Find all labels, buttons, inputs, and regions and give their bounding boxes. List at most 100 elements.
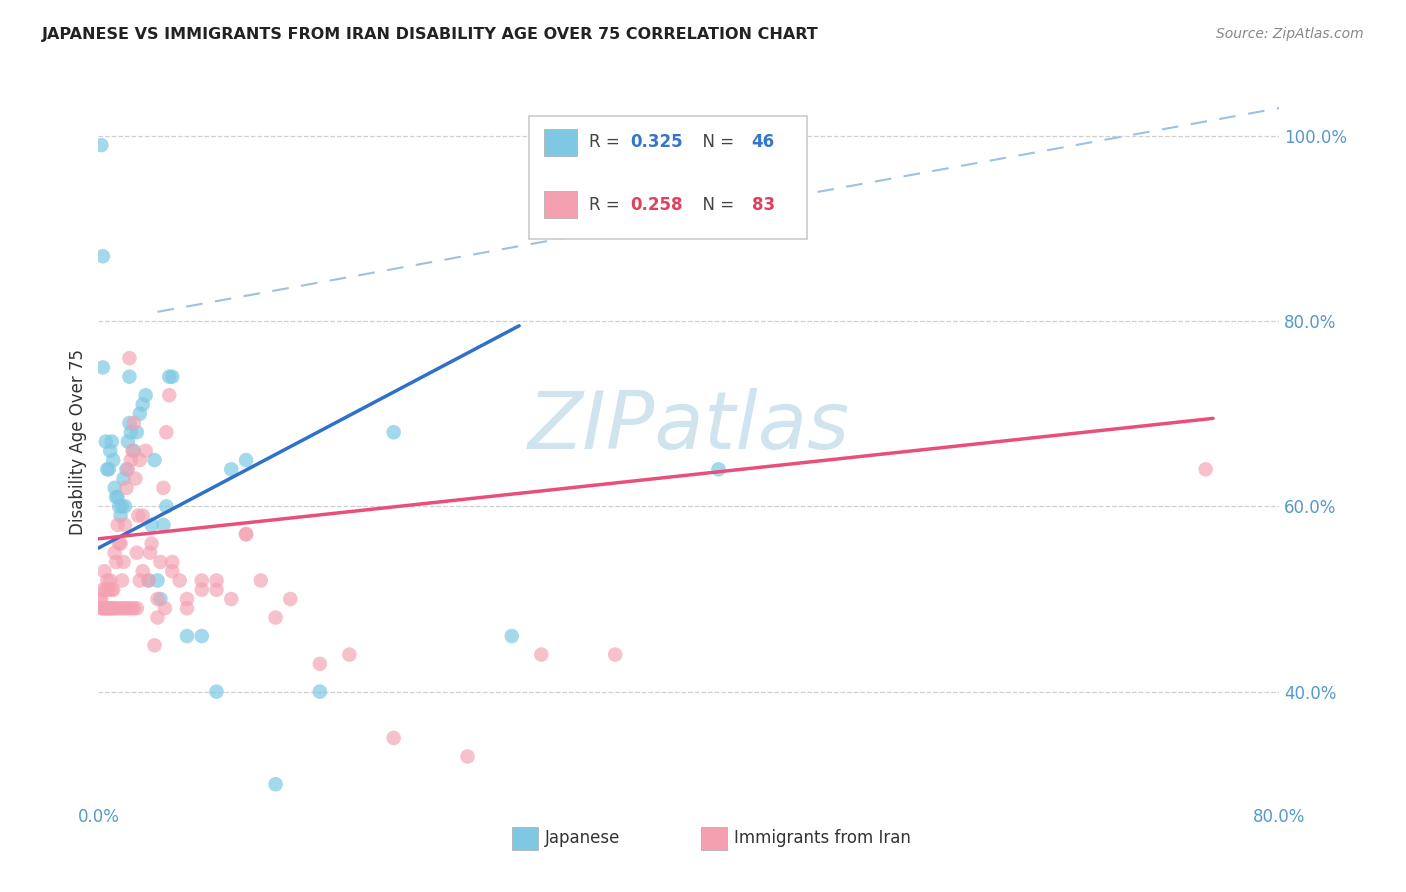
Point xyxy=(157,388,180,402)
Point xyxy=(115,462,138,476)
Point xyxy=(235,527,257,541)
Point xyxy=(132,397,155,411)
Point xyxy=(91,582,114,597)
Point xyxy=(1195,462,1218,476)
Text: 83: 83 xyxy=(752,195,775,213)
Point xyxy=(100,601,122,615)
Point xyxy=(91,249,114,263)
Point xyxy=(121,443,143,458)
Point xyxy=(94,434,117,449)
Text: Japanese: Japanese xyxy=(546,830,620,847)
Point xyxy=(90,601,112,615)
Point xyxy=(176,629,198,643)
Point xyxy=(115,481,138,495)
Point xyxy=(111,500,134,514)
Text: N =: N = xyxy=(693,195,740,213)
Point xyxy=(264,610,287,624)
Point xyxy=(205,582,228,597)
Point xyxy=(117,462,139,476)
Point xyxy=(105,601,128,615)
Point xyxy=(114,500,136,514)
Bar xyxy=(700,827,727,850)
Point xyxy=(141,517,163,532)
Point xyxy=(382,731,405,745)
Point xyxy=(707,462,730,476)
Point xyxy=(250,574,273,588)
Point xyxy=(124,472,146,486)
Point xyxy=(91,360,114,375)
Point xyxy=(112,555,135,569)
Point xyxy=(91,601,114,615)
Point xyxy=(155,425,177,440)
Point xyxy=(96,601,118,615)
Point xyxy=(110,508,132,523)
Point xyxy=(127,508,149,523)
Point xyxy=(114,517,136,532)
Point xyxy=(221,592,243,607)
Point xyxy=(162,369,183,384)
Point xyxy=(146,574,169,588)
Point xyxy=(118,369,141,384)
Point xyxy=(162,564,183,578)
Point xyxy=(138,574,160,588)
Point xyxy=(100,582,122,597)
Point xyxy=(125,425,148,440)
Bar xyxy=(544,191,576,219)
Point xyxy=(100,434,122,449)
Point xyxy=(111,574,134,588)
Point xyxy=(191,582,214,597)
Point xyxy=(103,601,125,615)
Point xyxy=(120,425,142,440)
Point xyxy=(605,648,627,662)
Point xyxy=(93,564,115,578)
Point xyxy=(191,574,214,588)
Point xyxy=(135,388,157,402)
Point xyxy=(235,453,257,467)
Point xyxy=(94,601,117,615)
Point xyxy=(93,601,115,615)
Bar xyxy=(512,827,537,850)
Text: ZIPatlas: ZIPatlas xyxy=(527,388,851,467)
Point xyxy=(155,500,177,514)
Point xyxy=(176,592,198,607)
Point xyxy=(96,462,118,476)
Point xyxy=(339,648,361,662)
Text: 0.258: 0.258 xyxy=(630,195,682,213)
Point xyxy=(118,351,141,366)
Point xyxy=(128,574,150,588)
Point xyxy=(90,138,112,153)
Point xyxy=(125,546,148,560)
Point xyxy=(120,601,142,615)
Point xyxy=(146,592,169,607)
Point xyxy=(153,601,176,615)
Point xyxy=(107,517,129,532)
Point xyxy=(309,657,332,671)
Point xyxy=(98,574,121,588)
Text: 46: 46 xyxy=(752,134,775,152)
Point xyxy=(103,582,125,597)
Point xyxy=(132,508,155,523)
FancyBboxPatch shape xyxy=(530,116,807,239)
Point xyxy=(89,592,111,607)
Point xyxy=(152,517,174,532)
Point xyxy=(382,425,405,440)
Point xyxy=(157,369,180,384)
Point xyxy=(108,536,131,550)
Point xyxy=(235,527,257,541)
Point xyxy=(107,490,129,504)
Point xyxy=(98,443,121,458)
Y-axis label: Disability Age Over 75: Disability Age Over 75 xyxy=(69,349,87,534)
Point xyxy=(191,629,214,643)
Text: Source: ZipAtlas.com: Source: ZipAtlas.com xyxy=(1216,27,1364,41)
Point xyxy=(152,481,174,495)
Point xyxy=(138,574,160,588)
Point xyxy=(96,574,118,588)
Point xyxy=(97,462,120,476)
Point xyxy=(280,592,302,607)
Point xyxy=(457,749,479,764)
Point xyxy=(90,592,112,607)
Point xyxy=(143,638,166,652)
Point xyxy=(117,601,139,615)
Point xyxy=(117,434,139,449)
Text: 0.325: 0.325 xyxy=(630,134,682,152)
